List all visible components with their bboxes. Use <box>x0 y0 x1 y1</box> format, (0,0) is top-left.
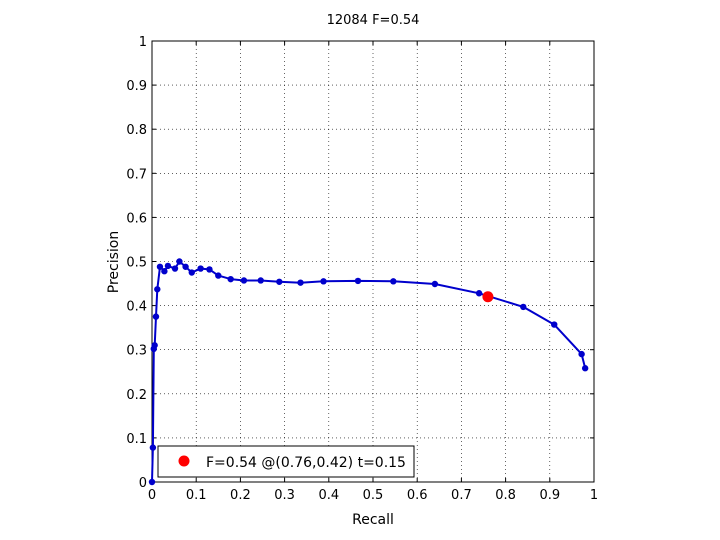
pr-curve-point <box>197 265 204 272</box>
pr-curve-point <box>176 258 183 265</box>
pr-curve-point <box>390 278 397 285</box>
pr-curve-line <box>151 260 587 483</box>
x-tick-label: 1 <box>590 488 598 503</box>
x-tick-label: 0.8 <box>495 488 516 503</box>
pr-curve-point <box>154 286 161 293</box>
x-tick-label: 0 <box>148 488 156 503</box>
pr-curve-point <box>149 444 157 451</box>
y-tick-label: 0.4 <box>126 300 147 315</box>
pr-curve-point <box>151 342 158 349</box>
pr-curve-point <box>257 277 264 284</box>
pr-curve-point <box>152 313 160 320</box>
pr-curve-point <box>431 280 439 288</box>
pr-curve-point <box>161 268 168 275</box>
y-tick-label: 0.9 <box>126 79 147 94</box>
pr-curve-point <box>551 321 558 328</box>
pr-curve-point <box>156 263 164 270</box>
y-axis-label: Precision <box>106 231 122 293</box>
pr-curve-point <box>215 272 222 279</box>
legend-box <box>157 445 415 478</box>
best-f-point <box>482 291 494 303</box>
pr-curve-point <box>148 478 156 486</box>
pr-curve-point <box>581 365 589 372</box>
y-tick-label: 0.3 <box>126 344 147 359</box>
chart-title: 12084 F=0.54 <box>327 13 420 28</box>
y-tick-label: 0.1 <box>126 432 147 447</box>
grid-lines <box>152 41 594 482</box>
y-tick-label: 1 <box>139 35 147 50</box>
x-tick-label: 0.1 <box>186 488 207 503</box>
pr-curve-point <box>354 277 362 285</box>
legend: F=0.54 @(0.76,0.42) t=0.15 <box>157 445 415 478</box>
x-tick-label: 0.5 <box>363 488 384 503</box>
highlight-layer <box>482 291 494 303</box>
x-tick-label: 0.7 <box>451 488 472 503</box>
pr-curve-point <box>320 278 327 285</box>
y-tick-label: 0.8 <box>126 123 147 138</box>
pr-curve-point <box>227 275 234 283</box>
pr-curve-point <box>206 266 213 273</box>
pr-curve-point <box>475 290 483 297</box>
x-tick-label: 0.6 <box>407 488 428 503</box>
pr-curve-point <box>188 269 195 276</box>
legend-marker <box>178 455 190 467</box>
y-tick-label: 0.5 <box>126 256 147 271</box>
series-layer <box>148 258 589 486</box>
y-tick-label: 0.6 <box>126 211 147 226</box>
y-tick-label: 0.7 <box>126 167 147 182</box>
x-tick-label: 0.9 <box>539 488 560 503</box>
plot-area: 0 0.1 0.2 0.3 0.4 0.5 0.6 0.7 0.8 0.9 1 0 0.1 0.2 0.3 0… <box>126 35 598 503</box>
y-tick-label: 0.2 <box>126 388 147 403</box>
x-tick-label: 0.2 <box>230 488 251 503</box>
x-tick-label: 0.3 <box>274 488 295 503</box>
y-tick-label: 0 <box>139 476 147 491</box>
pr-curve-point <box>520 303 527 311</box>
pr-curve-point <box>276 278 283 285</box>
pr-curve-point <box>240 277 248 284</box>
pr-curve-point <box>297 279 304 286</box>
legend-text: F=0.54 @(0.76,0.42) t=0.15 <box>206 455 406 471</box>
x-axis-label: Recall <box>352 512 394 528</box>
pr-curve-point <box>164 262 172 270</box>
pr-curve-point <box>578 350 585 358</box>
axis-ticks: 0 0.1 0.2 0.3 0.4 0.5 0.6 0.7 0.8 0.9 1 0 0.1 0.2 0.3 0… <box>126 35 598 503</box>
pr-curve-point <box>182 263 189 270</box>
x-tick-label: 0.4 <box>318 488 339 503</box>
pr-curve-point <box>171 265 179 272</box>
